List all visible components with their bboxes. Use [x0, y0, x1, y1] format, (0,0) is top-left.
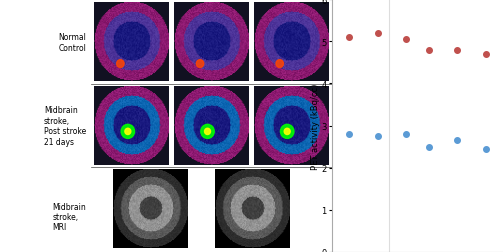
Circle shape [281, 125, 294, 139]
Circle shape [276, 60, 284, 68]
Point [345, 36, 353, 40]
Text: Normal
Control: Normal Control [58, 33, 86, 52]
Point [453, 139, 461, 143]
Point [425, 48, 433, 52]
Circle shape [117, 60, 124, 68]
Circle shape [201, 125, 214, 139]
Point [453, 48, 461, 52]
Y-axis label: PET activity (kBq/cc): PET activity (kBq/cc) [311, 83, 320, 169]
Circle shape [205, 129, 211, 135]
Point [402, 38, 410, 42]
Point [482, 147, 490, 151]
Text: Midbrain
stroke,
Post stroke
21 days: Midbrain stroke, Post stroke 21 days [44, 106, 86, 146]
Point [345, 132, 353, 136]
Circle shape [196, 60, 204, 68]
Circle shape [121, 125, 135, 139]
Point [374, 135, 382, 139]
Point [402, 132, 410, 136]
Circle shape [125, 129, 131, 135]
Point [482, 53, 490, 57]
Text: Midbrain
stroke,
MRI: Midbrain stroke, MRI [52, 202, 86, 232]
Point [374, 32, 382, 36]
Point [425, 145, 433, 149]
Circle shape [284, 129, 290, 135]
